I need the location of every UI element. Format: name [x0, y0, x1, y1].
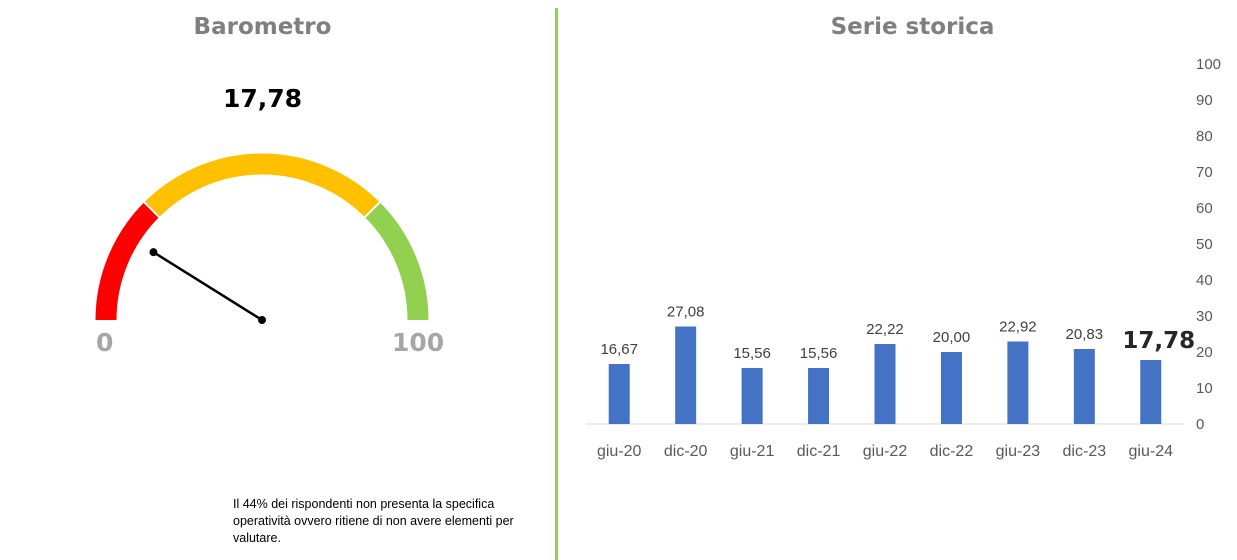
data-label: 20,00 [933, 329, 971, 346]
note-text: Il 44% dei rispondenti non presenta la s… [233, 497, 514, 545]
panel-divider [555, 8, 558, 560]
y-tick-label: 40 [1196, 272, 1213, 289]
y-tick-label: 0 [1196, 416, 1204, 433]
gauge-needle-pivot [258, 316, 266, 324]
gauge-band-2 [364, 202, 429, 321]
y-tick-label: 70 [1196, 164, 1213, 181]
y-tick-label: 90 [1196, 92, 1213, 109]
bar [741, 367, 763, 424]
bar [1073, 349, 1095, 424]
bar [608, 363, 630, 424]
y-tick-label: 10 [1196, 380, 1213, 397]
x-tick-label: dic-22 [930, 443, 974, 460]
x-tick-label: dic-21 [797, 443, 841, 460]
bar [808, 367, 830, 424]
x-tick-label: giu-24 [1129, 443, 1174, 460]
y-tick-label: 20 [1196, 344, 1213, 361]
x-tick-label: giu-20 [597, 443, 642, 460]
data-label: 15,56 [800, 345, 838, 362]
gauge-needle [152, 251, 263, 322]
y-tick-label: 50 [1196, 236, 1213, 253]
data-label: 22,22 [866, 321, 904, 338]
x-tick-label: giu-23 [996, 443, 1041, 460]
data-label: 22,92 [999, 318, 1037, 335]
x-tick-label: giu-22 [863, 443, 908, 460]
series-title: Serie storica [830, 14, 995, 40]
data-label: 15,56 [733, 345, 771, 362]
data-label: 20,83 [1066, 326, 1104, 343]
bar [874, 344, 896, 424]
bar [675, 326, 697, 424]
x-tick-label: dic-20 [664, 443, 708, 460]
bar [1140, 359, 1162, 424]
bar [940, 352, 962, 424]
gauge-band-separator [363, 200, 382, 219]
gauge-value: 17,78 [222, 84, 303, 113]
bar [1007, 341, 1029, 424]
x-tick-label: dic-23 [1063, 443, 1107, 460]
bar-chart: 0 10 20 30 40 50 60 70 80 90 100 16,67 giu-20 27,08 di… [586, 56, 1221, 460]
y-tick-label: 30 [1196, 308, 1213, 325]
data-label: 27,08 [667, 304, 705, 321]
data-label: 16,67 [600, 341, 638, 358]
gauge-band-0 [95, 202, 160, 321]
barometer-title: Barometro [193, 14, 332, 40]
gauge-band-separator [142, 200, 161, 219]
gauge-min-label: 0 [96, 328, 114, 357]
y-tick-label: 100 [1196, 56, 1221, 73]
data-label: 17,78 [1122, 328, 1195, 354]
y-tick-label: 80 [1196, 128, 1213, 145]
y-tick-label: 60 [1196, 200, 1213, 217]
gauge-needle-tip [149, 248, 158, 257]
x-tick-label: giu-21 [730, 443, 775, 460]
gauge-band-1 [144, 153, 380, 218]
gauge [95, 153, 429, 324]
gauge-max-label: 100 [392, 328, 445, 357]
